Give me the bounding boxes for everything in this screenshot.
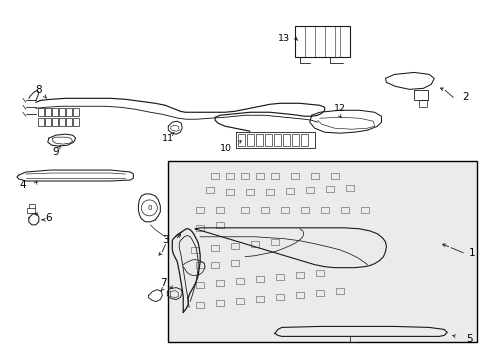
Text: 5: 5 [465,334,471,345]
Bar [38,118,44,126]
Bar [225,189,234,195]
Bar [265,189,273,195]
Bar [236,298,244,303]
Bar [264,134,271,146]
Text: 10: 10 [220,144,232,153]
Bar [294,26,349,58]
Text: 7: 7 [160,278,166,288]
Text: 2: 2 [461,92,468,102]
Bar [225,173,234,179]
Bar [261,207,268,213]
Bar [290,173,298,179]
Text: 0: 0 [147,205,151,211]
Bar [255,296,264,302]
Bar [360,207,368,213]
Bar [275,274,283,280]
Text: 8: 8 [36,85,42,95]
Bar [335,288,343,293]
Bar [270,173,278,179]
Bar [216,207,224,213]
Bar [250,241,259,247]
Bar [246,134,253,146]
Bar [168,161,476,342]
Bar [230,260,239,266]
Bar [280,207,288,213]
Bar [315,289,323,296]
Bar [196,262,203,268]
Bar [270,239,278,245]
Bar [320,207,328,213]
Bar [275,293,283,300]
Bar [191,247,199,253]
Bar [45,118,51,126]
Bar [295,292,303,298]
Bar [305,187,313,193]
Bar [59,108,64,116]
Text: 6: 6 [45,213,52,223]
Bar [38,108,44,116]
Text: 4: 4 [20,180,26,190]
Bar [310,173,318,179]
Bar [273,134,280,146]
Bar [330,173,338,179]
Bar [300,134,307,146]
Bar [241,207,248,213]
Bar [230,243,239,249]
Bar [241,173,248,179]
Bar [196,282,203,288]
Text: 11: 11 [162,134,174,143]
Text: 13: 13 [277,34,289,43]
Bar [45,108,51,116]
Bar [59,118,64,126]
Bar [196,302,203,307]
Bar [196,225,203,231]
Bar [315,270,323,276]
Bar [419,100,427,107]
Text: 9: 9 [52,147,59,157]
Bar [211,245,219,251]
Bar [345,185,353,191]
Bar [236,278,244,284]
Bar [255,134,263,146]
Bar [295,272,303,278]
Bar [196,207,203,213]
Bar [413,90,427,100]
Bar [238,134,244,146]
Bar [255,276,264,282]
Text: 12: 12 [333,104,345,113]
Bar [211,173,219,179]
Bar [73,118,79,126]
Bar [285,188,293,194]
Bar [216,222,224,228]
Bar [325,186,333,192]
Bar [65,108,72,116]
Bar [245,189,253,195]
Bar [216,280,224,285]
Bar [300,207,308,213]
Bar [211,262,219,268]
Bar [282,134,289,146]
Text: 3: 3 [162,235,168,245]
Bar [255,173,264,179]
Bar [52,108,58,116]
Bar [27,208,35,213]
Bar [291,134,298,146]
Bar [206,187,214,193]
Bar [216,300,224,306]
Bar [73,108,79,116]
Bar [52,118,58,126]
Bar [65,118,72,126]
Bar [340,207,348,213]
Text: 1: 1 [468,248,474,258]
